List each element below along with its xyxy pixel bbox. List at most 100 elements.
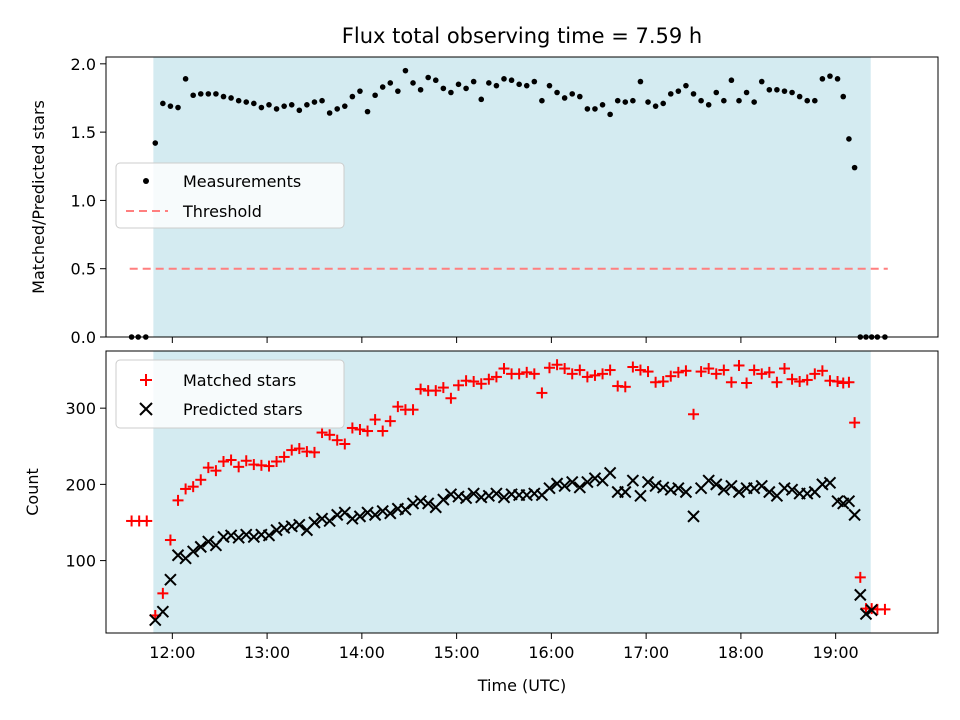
measurement-point bbox=[288, 102, 295, 108]
measurement-point bbox=[796, 93, 803, 100]
measurement-point bbox=[448, 89, 454, 96]
measurement-point bbox=[455, 81, 462, 88]
matched-star-point bbox=[362, 425, 374, 437]
measurement-point bbox=[319, 97, 325, 104]
predicted-star-point bbox=[414, 494, 427, 508]
measurement-point bbox=[607, 111, 613, 118]
measurement-point bbox=[296, 107, 303, 114]
matched-star-point bbox=[180, 483, 192, 495]
predicted-star-point bbox=[842, 494, 856, 508]
predicted-star-point bbox=[603, 466, 617, 480]
measurement-point bbox=[781, 88, 788, 94]
predicted-star-point bbox=[725, 479, 738, 493]
measurement-point bbox=[561, 95, 568, 101]
matched-star-point bbox=[445, 392, 457, 404]
matched-star-point bbox=[672, 366, 684, 378]
matched-star-point bbox=[794, 375, 806, 387]
measurement-point bbox=[508, 77, 515, 84]
predicted-star-point bbox=[558, 479, 571, 493]
measurement-point bbox=[220, 93, 227, 100]
matched-star-point bbox=[331, 434, 343, 446]
matched-star-point bbox=[657, 375, 669, 387]
matched-star-point bbox=[415, 383, 427, 395]
measurement-point bbox=[652, 103, 659, 109]
matched-star-point bbox=[665, 370, 677, 382]
measurement-point bbox=[463, 85, 469, 92]
top-axes-frame bbox=[105, 56, 939, 338]
matched-star-point bbox=[843, 376, 855, 388]
measurement-point bbox=[258, 104, 265, 111]
predicted-star-point bbox=[497, 491, 511, 504]
predicted-star-point bbox=[353, 510, 367, 523]
matched-star-point bbox=[187, 481, 199, 493]
predicted-star-point bbox=[444, 488, 458, 501]
predicted-star-point bbox=[679, 485, 693, 499]
measurement-point bbox=[774, 86, 780, 93]
predicted-star-point bbox=[588, 472, 602, 485]
measurement-point bbox=[690, 91, 697, 97]
measurement-point bbox=[766, 86, 773, 93]
predicted-star-point bbox=[194, 540, 207, 554]
predicted-star-point bbox=[550, 477, 564, 490]
matched-star-point bbox=[604, 364, 616, 376]
measurement-point bbox=[645, 99, 651, 105]
matched-star-point bbox=[778, 363, 790, 375]
measurement-point bbox=[531, 78, 538, 85]
top-x-ticks bbox=[171, 337, 837, 343]
matched-star-point bbox=[164, 534, 176, 546]
bottom-x-tick-label: 18:00 bbox=[718, 643, 764, 662]
bottom-axes-frame bbox=[105, 350, 939, 634]
top-panel: 0.00.51.01.52.0 Matched/Predicted stars … bbox=[29, 55, 939, 347]
matched-star-point bbox=[437, 382, 449, 394]
predicted-star-point bbox=[171, 549, 185, 562]
legend-threshold-label: Threshold bbox=[182, 202, 262, 221]
top-y-ticks: 0.0 0.5 1.0 1.5 2.0 bbox=[71, 55, 106, 347]
matched-star-point bbox=[346, 422, 358, 434]
bottom-x-tick-label: 12:00 bbox=[149, 643, 195, 662]
measurement-point bbox=[592, 106, 598, 112]
predicted-star-point bbox=[581, 475, 594, 489]
bottom-y-ticks: 100 200 300 bbox=[65, 399, 106, 571]
measurement-point bbox=[705, 102, 712, 108]
top-y-tick-label: 2.0 bbox=[71, 55, 96, 74]
matched-star-point bbox=[483, 373, 495, 385]
measurement-point bbox=[721, 97, 727, 104]
predicted-star-point bbox=[785, 483, 799, 496]
top-y-tick-label: 1.0 bbox=[71, 191, 96, 210]
matched-star-point bbox=[574, 364, 586, 376]
top-legend-box bbox=[115, 162, 345, 229]
bottom-x-tick-label: 13:00 bbox=[244, 643, 290, 662]
matched-star-point bbox=[849, 417, 861, 429]
predicted-star-point bbox=[634, 489, 647, 503]
predicted-star-point bbox=[399, 503, 412, 516]
measurement-point bbox=[228, 95, 234, 101]
measurement-point bbox=[387, 80, 394, 86]
predicted-star-point bbox=[224, 529, 238, 542]
predicted-star-point bbox=[747, 481, 761, 495]
matched-star-point bbox=[801, 374, 813, 386]
predicted-star-point bbox=[376, 504, 389, 518]
matched-star-point bbox=[286, 444, 298, 456]
matched-star-point bbox=[566, 368, 578, 380]
measurement-point bbox=[493, 82, 500, 89]
measurement-point bbox=[251, 100, 257, 107]
bottom-x-tick-label: 19:00 bbox=[813, 643, 859, 662]
measurement-point bbox=[501, 76, 507, 82]
matched-star-point bbox=[293, 443, 305, 455]
top-y-tick-label: 0.5 bbox=[71, 260, 96, 279]
measurement-point bbox=[190, 92, 196, 99]
matched-star-point bbox=[233, 461, 245, 473]
measurement-point bbox=[584, 106, 591, 112]
matched-star-point bbox=[725, 376, 737, 388]
matched-star-point bbox=[316, 427, 328, 439]
measurement-point bbox=[213, 91, 219, 97]
predicted-star-point bbox=[823, 476, 837, 490]
predicted-star-point bbox=[361, 506, 374, 519]
predicted-star-point bbox=[566, 475, 579, 489]
top-y-tick-label: 1.5 bbox=[71, 123, 96, 142]
predicted-star-point bbox=[421, 497, 435, 510]
bottom-legend: Matched stars Predicted stars bbox=[115, 359, 345, 429]
predicted-star-point bbox=[406, 497, 420, 510]
measurement-point bbox=[834, 76, 841, 82]
matched-star-point bbox=[688, 408, 700, 420]
